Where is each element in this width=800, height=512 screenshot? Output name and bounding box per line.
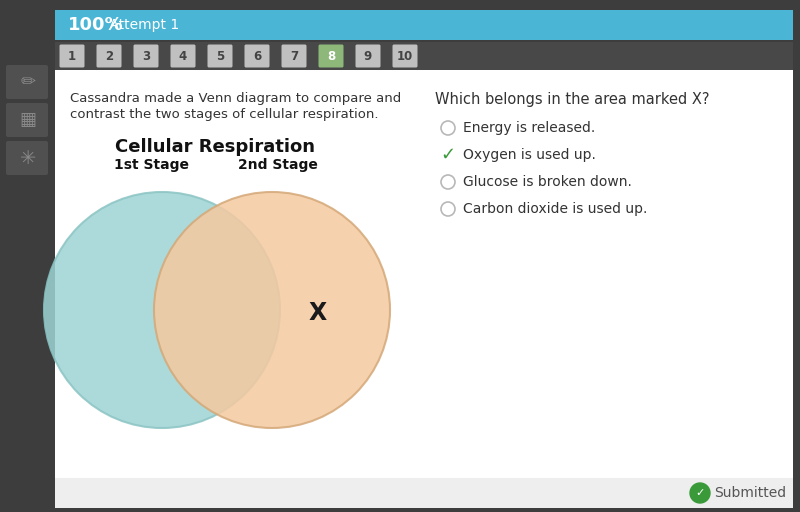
FancyBboxPatch shape: [6, 103, 48, 137]
Text: ✳: ✳: [20, 148, 36, 167]
Circle shape: [44, 192, 280, 428]
Text: 10: 10: [397, 50, 413, 62]
FancyBboxPatch shape: [245, 45, 270, 68]
Text: Glucose is broken down.: Glucose is broken down.: [463, 175, 632, 189]
Text: 4: 4: [179, 50, 187, 62]
Bar: [55, 10, 793, 40]
Text: 7: 7: [290, 50, 298, 62]
FancyBboxPatch shape: [393, 45, 418, 68]
Bar: [55, 42, 793, 70]
Text: ✓: ✓: [441, 146, 455, 164]
Text: Submitted: Submitted: [714, 486, 786, 500]
FancyBboxPatch shape: [355, 45, 381, 68]
Text: Which belongs in the area marked X?: Which belongs in the area marked X?: [435, 92, 710, 107]
Text: X: X: [309, 301, 327, 325]
Text: ▦: ▦: [19, 111, 37, 129]
FancyBboxPatch shape: [59, 45, 85, 68]
Circle shape: [441, 175, 455, 189]
Text: 100%: 100%: [68, 16, 124, 34]
Text: Attempt 1: Attempt 1: [105, 18, 179, 32]
Bar: [55, 70, 793, 480]
FancyBboxPatch shape: [282, 45, 306, 68]
Circle shape: [441, 121, 455, 135]
Text: Cassandra made a Venn diagram to compare and: Cassandra made a Venn diagram to compare…: [70, 92, 402, 105]
Text: contrast the two stages of cellular respiration.: contrast the two stages of cellular resp…: [70, 108, 378, 121]
FancyBboxPatch shape: [170, 45, 195, 68]
FancyBboxPatch shape: [134, 45, 158, 68]
Text: Carbon dioxide is used up.: Carbon dioxide is used up.: [463, 202, 647, 216]
Text: 1: 1: [68, 50, 76, 62]
Bar: [0, 42, 55, 512]
Text: 6: 6: [253, 50, 261, 62]
FancyBboxPatch shape: [6, 141, 48, 175]
Text: 9: 9: [364, 50, 372, 62]
FancyBboxPatch shape: [97, 45, 122, 68]
Text: 1st Stage: 1st Stage: [114, 158, 190, 172]
Text: Oxygen is used up.: Oxygen is used up.: [463, 148, 596, 162]
FancyBboxPatch shape: [318, 45, 343, 68]
Text: Cellular Respiration: Cellular Respiration: [115, 138, 315, 156]
Text: Energy is released.: Energy is released.: [463, 121, 595, 135]
Text: 8: 8: [327, 50, 335, 62]
Circle shape: [441, 202, 455, 216]
Text: ✓: ✓: [695, 488, 705, 498]
Bar: [55, 478, 793, 508]
FancyBboxPatch shape: [207, 45, 233, 68]
Text: 2nd Stage: 2nd Stage: [238, 158, 318, 172]
FancyBboxPatch shape: [6, 65, 48, 99]
Circle shape: [154, 192, 390, 428]
Text: ✏: ✏: [21, 73, 35, 91]
Text: 5: 5: [216, 50, 224, 62]
Text: 2: 2: [105, 50, 113, 62]
Circle shape: [690, 483, 710, 503]
Text: 3: 3: [142, 50, 150, 62]
